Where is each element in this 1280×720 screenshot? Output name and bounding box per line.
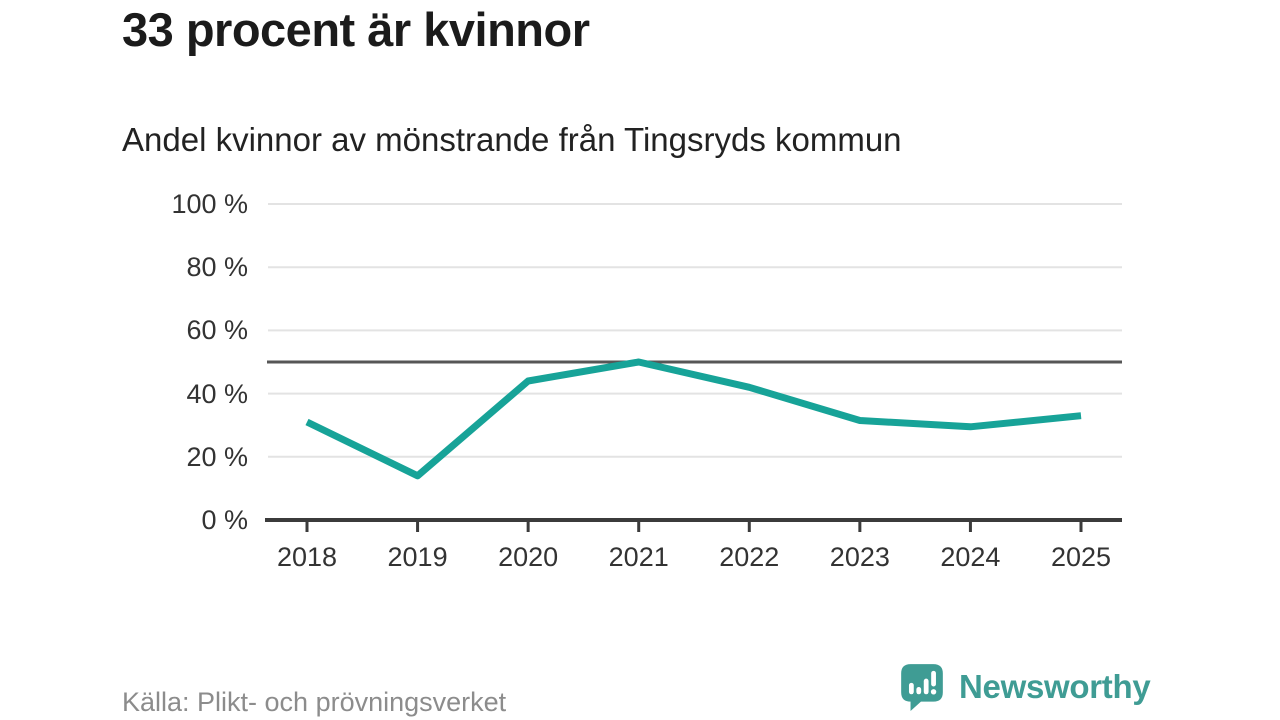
x-tick-label: 2023 bbox=[829, 542, 890, 572]
x-tick-label: 2020 bbox=[498, 542, 559, 572]
data-line bbox=[305, 358, 1082, 480]
y-tick-label: 100 % bbox=[171, 189, 248, 219]
chart-title: 33 procent är kvinnor bbox=[122, 3, 590, 56]
newsworthy-logo: Newsworthy bbox=[898, 662, 1151, 712]
newsworthy-logo-text: Newsworthy bbox=[959, 668, 1151, 705]
x-tick-label: 2018 bbox=[276, 542, 338, 572]
x-tick-label: 2022 bbox=[719, 542, 780, 572]
x-tick-label: 2024 bbox=[940, 542, 1001, 572]
newsworthy-logo-icon bbox=[901, 664, 943, 711]
y-tick-label: 20 % bbox=[186, 441, 248, 472]
y-tick-label: 60 % bbox=[186, 315, 248, 346]
y-tick-label: 0 % bbox=[201, 505, 248, 535]
source-caption: Källa: Plikt- och prövningsverket bbox=[122, 687, 507, 717]
y-tick-label: 80 % bbox=[186, 252, 248, 283]
x-tick-label: 2019 bbox=[387, 542, 448, 572]
y-tick-label: 40 % bbox=[186, 378, 248, 409]
x-tick-label: 2021 bbox=[608, 542, 669, 572]
x-tick-label: 2025 bbox=[1050, 542, 1112, 572]
chart-subtitle: Andel kvinnor av mönstrande från Tingsry… bbox=[122, 121, 902, 158]
